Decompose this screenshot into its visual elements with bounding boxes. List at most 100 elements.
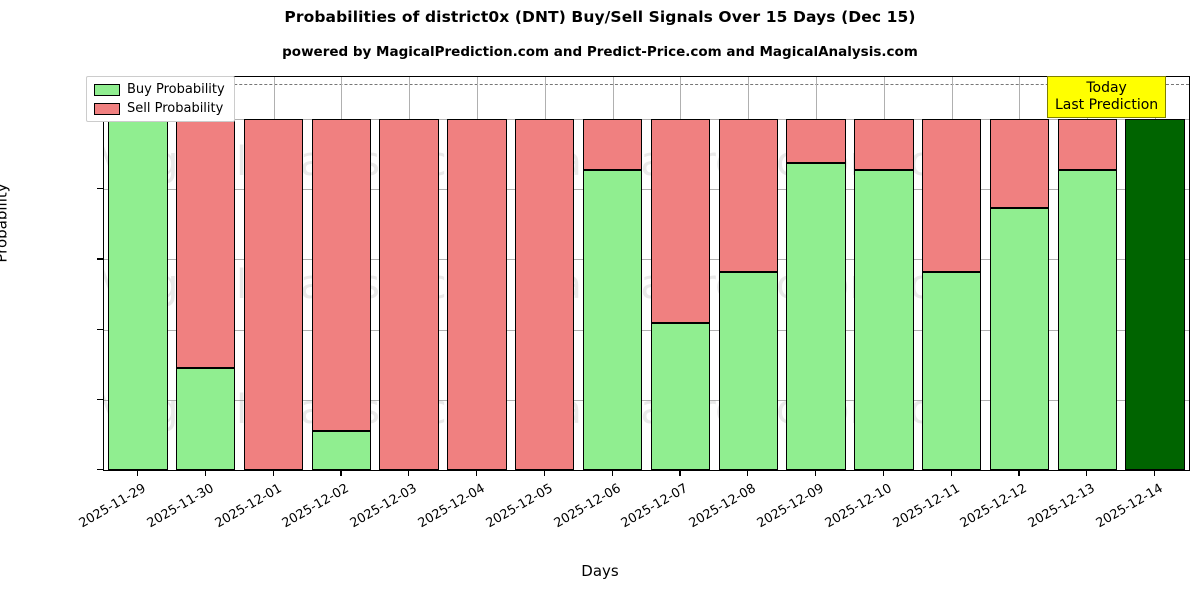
bar-segment-sell[interactable] bbox=[650, 119, 711, 323]
x-tick-mark bbox=[679, 471, 681, 476]
x-tick-label: 2025-12-12 bbox=[958, 481, 1030, 532]
x-tick-mark bbox=[1086, 471, 1088, 476]
x-tick-label: 2025-12-11 bbox=[890, 481, 963, 532]
bar-group[interactable] bbox=[311, 77, 371, 470]
bar-group[interactable] bbox=[379, 77, 439, 470]
x-tick-mark bbox=[204, 471, 206, 476]
bar-segment-buy[interactable] bbox=[176, 368, 236, 470]
x-tick-mark bbox=[136, 471, 139, 476]
threshold-line bbox=[104, 84, 1189, 86]
bar-segment-today[interactable] bbox=[1125, 119, 1185, 470]
x-tick-label: 2025-11-29 bbox=[76, 481, 149, 532]
bar-segment-sell[interactable] bbox=[379, 119, 439, 470]
x-tick-mark bbox=[340, 471, 342, 476]
bar-segment-buy[interactable] bbox=[786, 162, 846, 470]
bar-segment-buy[interactable] bbox=[854, 170, 914, 470]
bar-segment-sell[interactable] bbox=[718, 119, 778, 272]
bar-segment-sell[interactable] bbox=[921, 119, 982, 272]
y-tick-mark bbox=[97, 398, 103, 400]
bar-segment-buy[interactable] bbox=[108, 119, 168, 470]
y-tick-mark bbox=[97, 469, 103, 471]
gridline-horizontal bbox=[104, 119, 1189, 121]
bar-group[interactable] bbox=[1057, 77, 1117, 470]
legend-label-sell: Sell Probability bbox=[127, 101, 224, 116]
x-tick-mark bbox=[882, 471, 885, 476]
bar-segment-sell[interactable] bbox=[786, 119, 846, 163]
bar-segment-buy[interactable] bbox=[921, 271, 982, 470]
gridline-horizontal bbox=[104, 329, 1189, 331]
bar-group[interactable] bbox=[108, 77, 168, 470]
x-axis-label: Days bbox=[581, 562, 619, 580]
bar-segment-buy[interactable] bbox=[989, 208, 1050, 470]
bar-segment-sell[interactable] bbox=[243, 119, 304, 470]
page-title: Probabilities of district0x (DNT) Buy/Se… bbox=[284, 8, 916, 26]
x-tick-label: 2025-12-06 bbox=[551, 481, 624, 532]
gridline-horizontal bbox=[104, 189, 1189, 191]
bar-group[interactable] bbox=[650, 77, 711, 470]
y-axis-label: Probability bbox=[0, 183, 11, 263]
legend-item-sell: Sell Probability bbox=[94, 101, 225, 116]
bar-group[interactable] bbox=[447, 77, 507, 470]
x-tick-mark bbox=[272, 471, 274, 476]
bar-group[interactable] bbox=[786, 77, 846, 470]
x-tick-mark bbox=[1154, 471, 1156, 476]
chart-subtitle: powered by MagicalPrediction.com and Pre… bbox=[282, 44, 918, 60]
bar-segment-sell[interactable] bbox=[1057, 119, 1117, 170]
bar-group[interactable] bbox=[176, 77, 236, 470]
x-tick-label: 2025-12-09 bbox=[754, 481, 827, 532]
x-tick-label: 2025-12-14 bbox=[1093, 481, 1166, 532]
x-tick-mark bbox=[475, 471, 478, 476]
legend-swatch-sell-icon bbox=[94, 102, 120, 115]
x-tick-mark bbox=[543, 471, 545, 476]
bar-segment-buy[interactable] bbox=[582, 170, 643, 470]
today-annotation-line2: Last Prediction bbox=[1055, 97, 1159, 114]
bar-segment-buy[interactable] bbox=[718, 271, 778, 470]
y-tick-mark bbox=[97, 328, 103, 330]
bar-segment-sell[interactable] bbox=[854, 119, 914, 170]
x-tick-label: 2025-12-13 bbox=[1025, 481, 1098, 532]
bar-group[interactable] bbox=[243, 77, 304, 470]
gridline-horizontal bbox=[104, 399, 1189, 401]
gridline-horizontal bbox=[104, 259, 1189, 261]
bar-segment-buy[interactable] bbox=[650, 322, 711, 470]
today-annotation: Today Last Prediction bbox=[1047, 76, 1167, 119]
x-tick-label: 2025-12-07 bbox=[618, 481, 691, 532]
x-tick-label: 2025-12-02 bbox=[279, 481, 352, 532]
x-tick-label: 2025-12-05 bbox=[483, 481, 556, 532]
x-tick-mark bbox=[408, 471, 410, 476]
bar-segment-sell[interactable] bbox=[311, 119, 371, 432]
x-tick-mark bbox=[815, 471, 817, 476]
x-tick-mark bbox=[950, 471, 952, 476]
x-tick-label: 2025-12-04 bbox=[415, 481, 488, 532]
plot-area: MagicalAnalysis.com MagicalPrediction.co… bbox=[103, 76, 1190, 471]
x-tick-label: 2025-12-01 bbox=[212, 481, 285, 532]
today-annotation-line1: Today bbox=[1086, 80, 1127, 96]
bar-group[interactable] bbox=[718, 77, 778, 470]
x-tick-mark bbox=[611, 471, 613, 476]
y-tick-mark bbox=[97, 188, 103, 190]
y-tick-mark bbox=[97, 258, 103, 260]
bar-group[interactable] bbox=[582, 77, 643, 470]
bar-segment-sell[interactable] bbox=[447, 119, 507, 470]
bar-group[interactable] bbox=[921, 77, 982, 470]
x-tick-label: 2025-11-30 bbox=[144, 481, 217, 532]
legend-item-buy: Buy Probability bbox=[94, 82, 225, 97]
bar-segment-sell[interactable] bbox=[515, 119, 575, 470]
x-tick-label: 2025-12-08 bbox=[686, 481, 759, 532]
bar-group[interactable] bbox=[854, 77, 914, 470]
bar-segment-buy[interactable] bbox=[311, 431, 371, 470]
x-tick-mark bbox=[1018, 471, 1020, 476]
bar-segment-sell[interactable] bbox=[989, 119, 1050, 209]
chart-legend: Buy Probability Sell Probability bbox=[86, 76, 235, 122]
bar-segment-buy[interactable] bbox=[1057, 170, 1117, 470]
bar-segment-sell[interactable] bbox=[582, 119, 643, 170]
legend-label-buy: Buy Probability bbox=[127, 82, 225, 97]
x-tick-mark bbox=[747, 471, 749, 476]
bar-group[interactable] bbox=[989, 77, 1050, 470]
x-tick-label: 2025-12-03 bbox=[347, 481, 420, 532]
bar-segment-sell[interactable] bbox=[176, 119, 236, 369]
bar-group[interactable] bbox=[515, 77, 575, 470]
bar-group[interactable] bbox=[1125, 77, 1185, 470]
legend-swatch-buy-icon bbox=[94, 83, 120, 96]
